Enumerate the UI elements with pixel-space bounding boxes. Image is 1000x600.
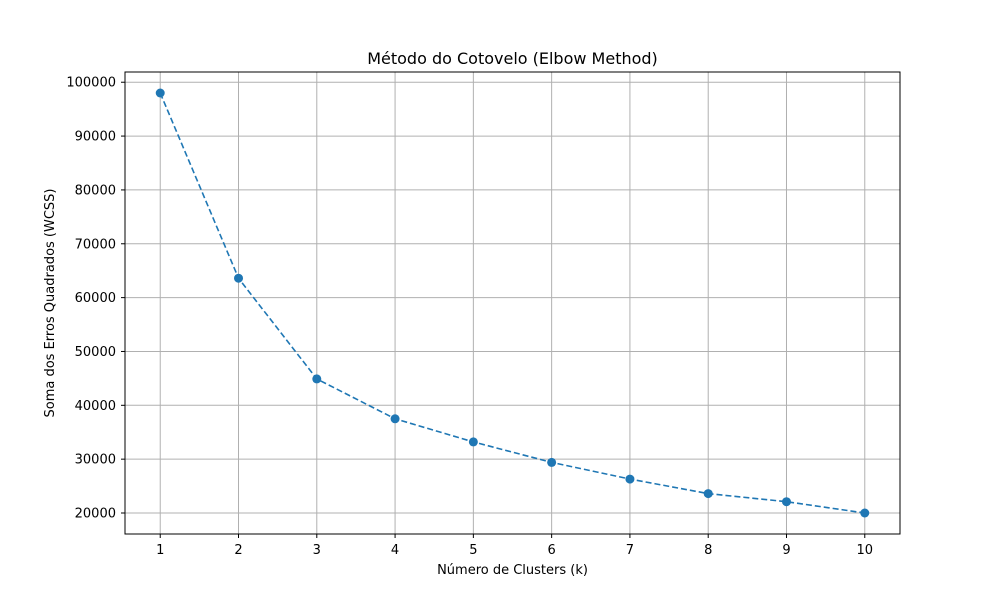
x-tick-label: 7 (626, 543, 634, 558)
x-tick-label: 10 (856, 543, 873, 558)
data-point (390, 414, 400, 424)
x-axis: 1 2 3 4 5 6 7 8 9 10 (156, 534, 873, 558)
data-point (860, 508, 870, 518)
plot-frame (124, 71, 901, 535)
series-line (159, 92, 865, 514)
x-tick-label: 4 (391, 543, 399, 558)
grid (125, 72, 900, 534)
y-tick-label: 100000 (66, 76, 116, 91)
data-point (703, 489, 713, 499)
y-tick-label: 90000 (75, 130, 116, 145)
data-point (547, 457, 557, 467)
x-tick-label: 1 (156, 543, 164, 558)
data-point (234, 273, 244, 283)
x-tick-label: 5 (469, 543, 477, 558)
y-tick-label: 40000 (75, 399, 116, 414)
x-tick-label: 6 (548, 543, 556, 558)
data-point (312, 374, 322, 384)
y-tick-label: 20000 (75, 507, 116, 522)
y-tick-label: 70000 (75, 237, 116, 252)
x-tick-label: 3 (313, 543, 321, 558)
x-axis-label: Número de Clusters (k) (437, 563, 588, 578)
x-tick-label: 2 (234, 543, 242, 558)
y-axis-label: Soma dos Erros Quadrados (WCSS) (43, 188, 58, 417)
data-point (625, 474, 635, 484)
data-point (155, 88, 165, 98)
y-tick-label: 30000 (75, 453, 116, 468)
y-tick-label: 50000 (75, 345, 116, 360)
y-axis: 20000 30000 40000 50000 60000 70000 80000 90000… (66, 76, 125, 522)
series-layer (155, 88, 870, 518)
x-tick-label: 9 (782, 543, 790, 558)
y-tick-label: 80000 (75, 183, 116, 198)
data-point (468, 437, 478, 447)
y-tick-label: 60000 (75, 291, 116, 306)
chart-title: Método do Cotovelo (Elbow Method) (367, 49, 658, 68)
x-tick-label: 8 (704, 543, 712, 558)
data-point (781, 497, 791, 507)
